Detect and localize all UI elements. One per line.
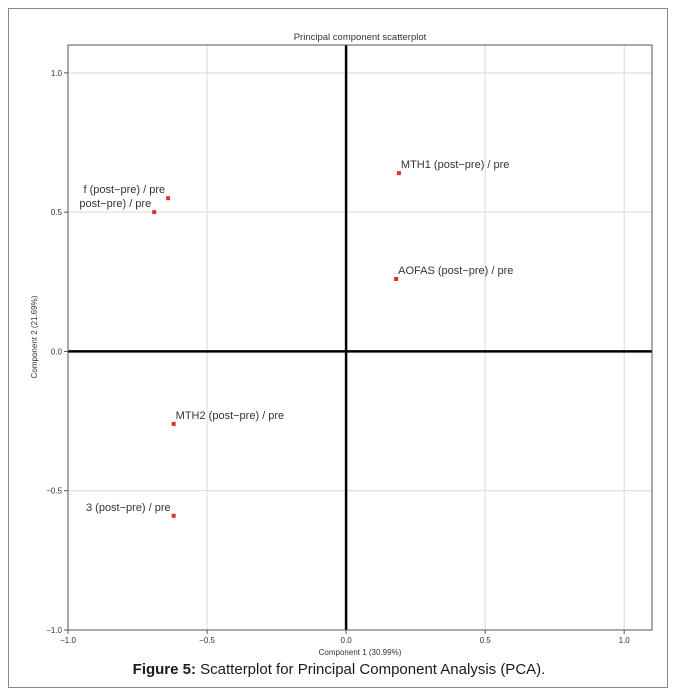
y-tick-label: 1.0 [51, 69, 63, 78]
y-tick-label: −0.5 [46, 487, 62, 496]
data-point-label: 3 (post−pre) / pre [86, 502, 171, 514]
y-tick-label: 0.5 [51, 208, 63, 217]
chart-title: Principal component scatterplot [294, 32, 427, 43]
x-axis-label: Component 1 (30.99%) [319, 648, 402, 657]
data-point-label: MTH1 (post−pre) / pre [401, 159, 510, 171]
y-tick-label: −1.0 [46, 626, 62, 635]
x-tick-label: 0.5 [480, 636, 492, 645]
data-point-label: f (post−pre) / pre [83, 184, 165, 196]
x-tick-label: −0.5 [199, 636, 215, 645]
data-point-label: MTH2 (post−pre) / pre [176, 410, 285, 422]
plot-area-border [67, 44, 653, 631]
figure-caption: Figure 5: Scatterplot for Principal Comp… [0, 661, 678, 678]
data-point [171, 513, 176, 518]
x-tick-label: 1.0 [619, 636, 631, 645]
x-tick-label: −1.0 [60, 636, 76, 645]
data-point [166, 196, 171, 201]
pca-scatterplot: MTH1 (post−pre) / pre AOFAS (post−pre) / … [30, 32, 653, 657]
data-point [152, 210, 157, 215]
figure-caption-text: Scatterplot for Principal Component Anal… [196, 661, 546, 678]
y-tick-label: 0.0 [51, 347, 63, 356]
data-point-label: AOFAS (post−pre) / pre [398, 265, 513, 277]
data-point [171, 421, 176, 426]
x-tick-label: 0.0 [341, 636, 353, 645]
data-point [394, 277, 399, 281]
y-axis-label: Component 2 (21.69%) [30, 295, 39, 378]
figure-caption-label: Figure 5: [132, 661, 196, 678]
data-point [396, 171, 401, 176]
data-point-label: post−pre) / pre [79, 198, 151, 210]
figure-frame [8, 8, 668, 688]
